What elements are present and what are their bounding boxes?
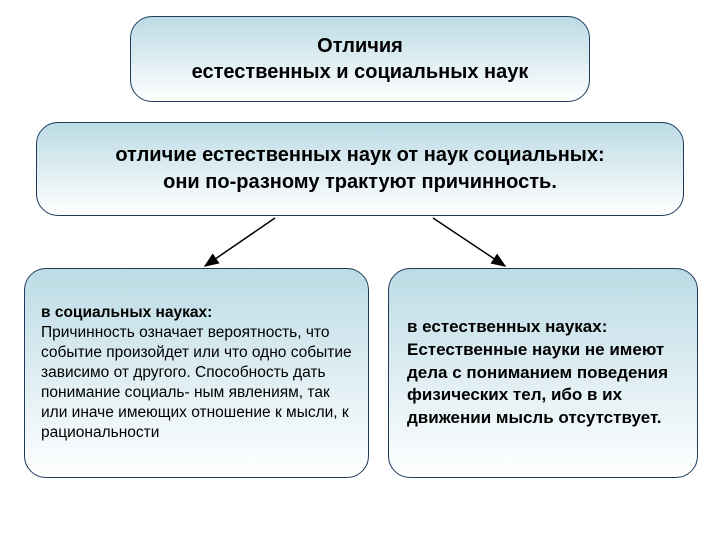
left-body: Причинность означает вероятность, что со… xyxy=(41,323,352,444)
right-heading: в естественных науках: xyxy=(407,316,679,339)
edge-middle-left xyxy=(205,218,275,266)
right-box: в естественных науках: Естественные наук… xyxy=(388,268,698,478)
left-box: в социальных науках: Причинность означае… xyxy=(24,268,369,478)
left-heading: в социальных науках: xyxy=(41,303,352,323)
middle-line1: отличие естественных наук от наук социал… xyxy=(53,142,667,169)
right-body: Естественные науки не имеют дела с поним… xyxy=(407,339,679,431)
edge-middle-right xyxy=(433,218,505,266)
middle-line2: они по-разному трактуют причинность. xyxy=(53,169,667,196)
title-box: Отличия естественных и социальных наук xyxy=(130,16,590,102)
title-line2: естественных и социальных наук xyxy=(147,59,573,85)
title-line1: Отличия xyxy=(147,33,573,59)
middle-box: отличие естественных наук от наук социал… xyxy=(36,122,684,216)
